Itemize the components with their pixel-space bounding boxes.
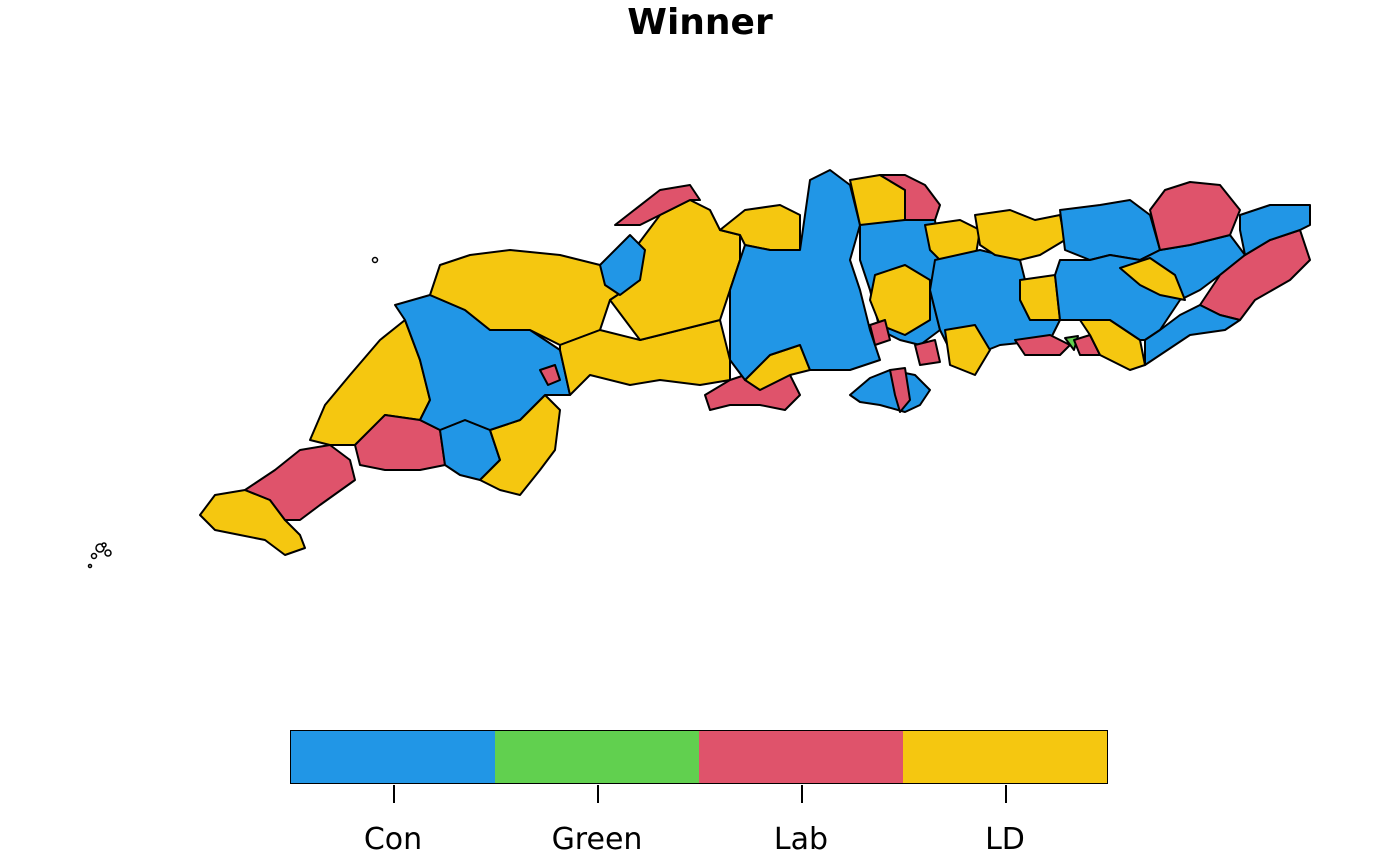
- region-sussex-ld[interactable]: [944, 324, 991, 376]
- legend-tick-green: [597, 785, 599, 803]
- region-bristol-south[interactable]: [599, 234, 646, 296]
- legend-colorbar: [290, 730, 1108, 784]
- region-london-con[interactable]: [1059, 199, 1161, 261]
- region-isle-of-wight-east[interactable]: [889, 367, 911, 413]
- region-west-cornwall[interactable]: [199, 489, 306, 556]
- region-southampton[interactable]: [869, 319, 891, 346]
- constituency-map: [87, 169, 1311, 569]
- region-reading[interactable]: [879, 174, 941, 221]
- legend-label-ld: LD: [985, 822, 1025, 857]
- legend-swatch-con: [291, 731, 495, 783]
- legend-tick-lab: [801, 785, 803, 803]
- legend-tick-ld: [1005, 785, 1007, 803]
- lundy-island: [371, 256, 379, 264]
- region-exeter[interactable]: [539, 364, 561, 386]
- region-kent-ld[interactable]: [1119, 257, 1186, 301]
- region-sussex-mid-ld[interactable]: [1019, 274, 1061, 321]
- region-bristol[interactable]: [614, 184, 701, 226]
- region-london-west[interactable]: [974, 209, 1066, 261]
- region-isle-of-wight[interactable]: [849, 369, 931, 413]
- region-portsmouth[interactable]: [914, 339, 941, 366]
- legend-swatch-green: [495, 731, 699, 783]
- region-hampshire-ld[interactable]: [869, 264, 931, 336]
- isles-of-scilly: [87, 542, 112, 569]
- region-brighton[interactable]: [1014, 334, 1071, 356]
- region-wiltshire-central[interactable]: [729, 169, 881, 381]
- legend-swatch-ld: [903, 731, 1107, 783]
- map-regions: [199, 169, 1311, 556]
- legend-swatch-lab: [699, 731, 903, 783]
- legend-label-green: Green: [551, 822, 643, 857]
- region-thanet[interactable]: [1239, 204, 1311, 256]
- legend-tick-con: [393, 785, 395, 803]
- legend-label-con: Con: [363, 822, 423, 857]
- region-kent-north[interactable]: [1149, 181, 1241, 251]
- region-hastings[interactable]: [1144, 304, 1241, 366]
- map-title: Winner: [627, 2, 773, 43]
- legend-label-lab: Lab: [773, 822, 829, 857]
- region-mid-cornwall[interactable]: [244, 444, 356, 521]
